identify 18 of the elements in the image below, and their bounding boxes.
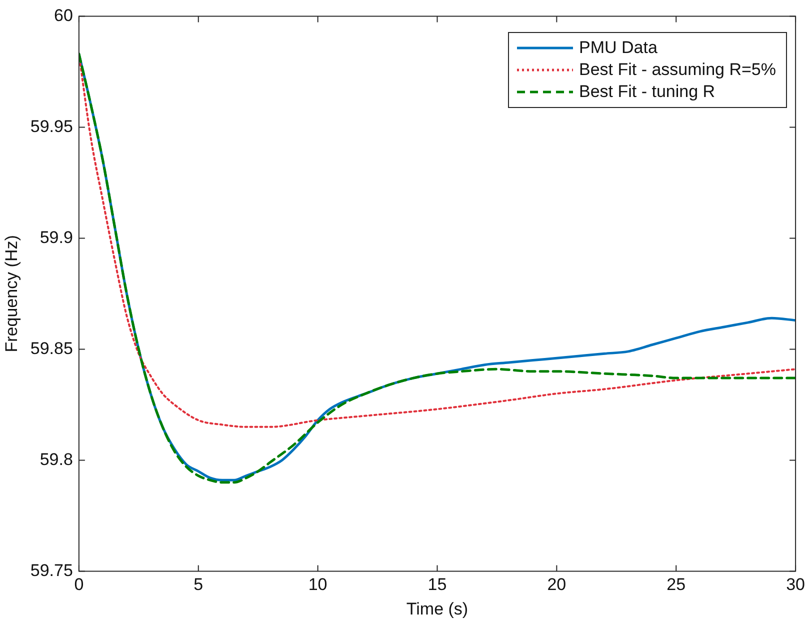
y-tick-label: 59.85 [30, 338, 73, 358]
y-tick-label: 59.75 [30, 560, 73, 580]
y-tick-label: 60 [54, 6, 73, 25]
legend-label: PMU Data [579, 37, 658, 59]
y-axis-title: Frequency (Hz) [2, 235, 21, 352]
y-tick-label: 59.8 [40, 450, 73, 469]
x-tick-label: 0 [74, 575, 84, 594]
x-tick-label: 20 [547, 575, 566, 594]
x-axis-title: Time (s) [406, 599, 468, 618]
x-tick-label: 5 [194, 575, 204, 594]
y-tick-label: 59.95 [30, 116, 73, 136]
y-tick-label: 59.9 [40, 228, 73, 247]
x-tick-label: 10 [308, 575, 328, 594]
x-tick-label: 15 [428, 575, 447, 594]
legend-label: Best Fit - tuning R [579, 81, 716, 103]
x-tick-label: 25 [666, 575, 686, 594]
x-tick-label: 30 [786, 575, 806, 594]
legend-label: Best Fit - assuming R=5% [579, 59, 776, 81]
